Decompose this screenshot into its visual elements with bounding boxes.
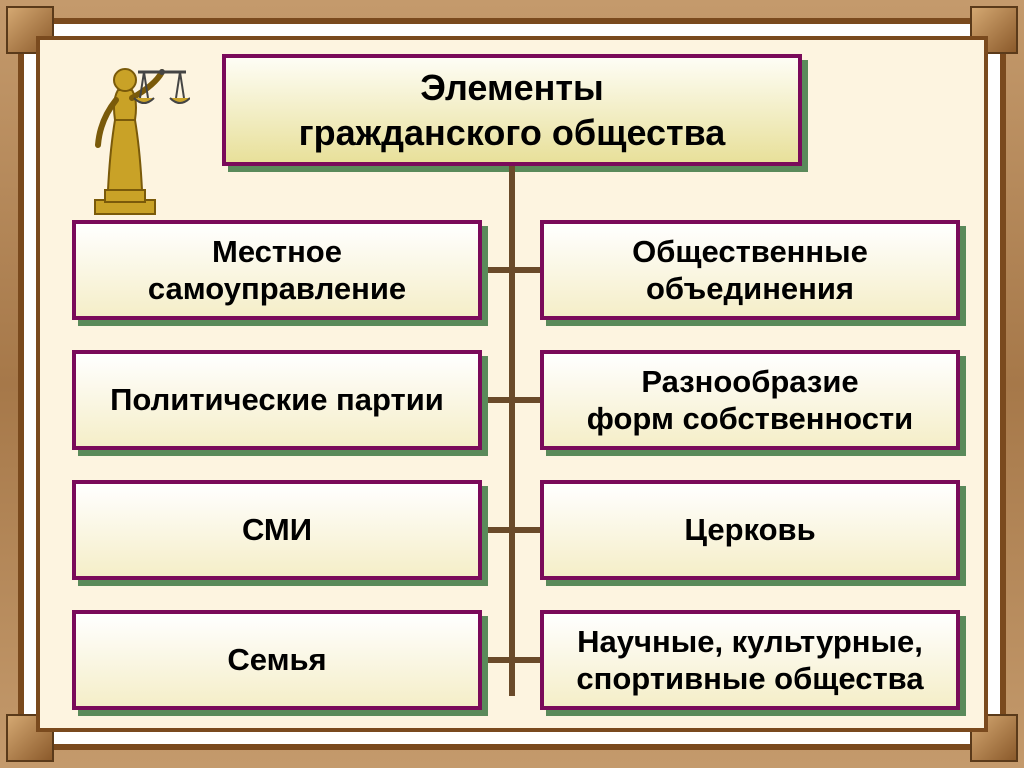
title-line1: Элементы — [420, 65, 603, 110]
diagram-node: Политические партии — [72, 350, 482, 450]
node-line: Церковь — [684, 511, 815, 548]
node-line: Общественные — [632, 233, 868, 270]
node-line: Разнообразие — [587, 363, 913, 400]
diagram-node: Местноесамоуправление — [72, 220, 482, 320]
node-line: Местное — [148, 233, 406, 270]
node-line: Семья — [227, 641, 326, 678]
title-line2: гражданского общества — [299, 110, 726, 155]
diagram-node: СМИ — [72, 480, 482, 580]
title-box: Элементы гражданского общества — [222, 54, 802, 166]
connector-main — [509, 166, 515, 696]
node-line: спортивные общества — [576, 660, 923, 697]
node-line: форм собственности — [587, 400, 913, 437]
diagram-node: Семья — [72, 610, 482, 710]
diagram-node: Церковь — [540, 480, 960, 580]
node-line: объединения — [632, 270, 868, 307]
node-line: самоуправление — [148, 270, 406, 307]
diagram-node: Общественныеобъединения — [540, 220, 960, 320]
diagram-canvas: Элементы гражданского общества Местноеса… — [36, 36, 988, 732]
connector-branch — [480, 397, 516, 403]
node-line: Научные, культурные, — [576, 623, 923, 660]
node-line: Политические партии — [110, 381, 444, 418]
diagram-node: Разнообразиеформ собственности — [540, 350, 960, 450]
connector-branch — [480, 527, 516, 533]
node-line: СМИ — [242, 511, 312, 548]
mid-frame: Элементы гражданского общества Местноеса… — [18, 18, 1006, 750]
connector-branch — [480, 657, 516, 663]
diagram-node: Научные, культурные,спортивные общества — [540, 610, 960, 710]
outer-frame: Элементы гражданского общества Местноеса… — [0, 0, 1024, 768]
connector-branch — [480, 267, 516, 273]
lady-justice-icon — [60, 50, 190, 220]
